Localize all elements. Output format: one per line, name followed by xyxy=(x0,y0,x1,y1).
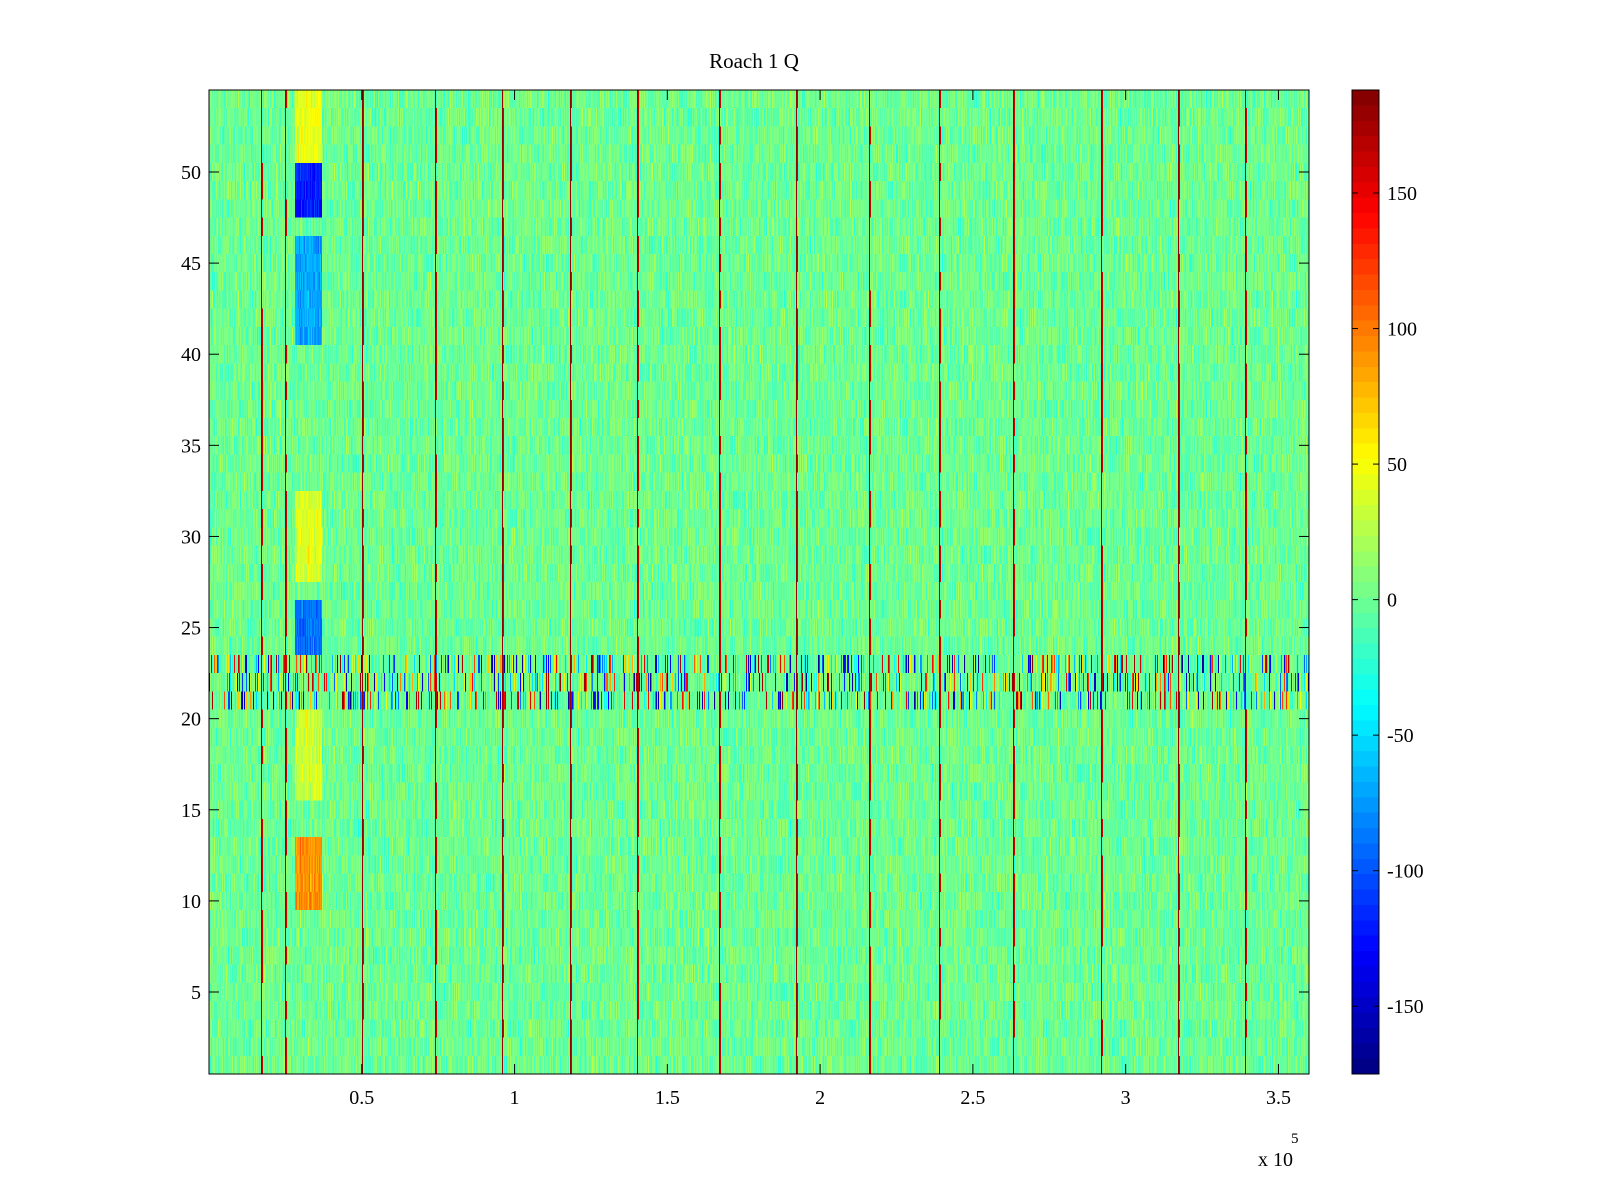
y-tick-label: 50 xyxy=(181,162,201,184)
y-tick-label: 40 xyxy=(181,344,201,366)
x-tick-label: 2 xyxy=(815,1087,825,1109)
colorbar-tick-label: 150 xyxy=(1387,183,1417,205)
y-tick-label: 5 xyxy=(191,982,201,1004)
x-exponent-power: 5 xyxy=(1291,1131,1299,1147)
x-tick-label: 0.5 xyxy=(349,1087,374,1109)
chart-title: Roach 1 Q xyxy=(709,49,799,73)
y-tick-label: 25 xyxy=(181,618,201,640)
colorbar: 150 100 50 0 -50 -100 -150 xyxy=(1351,89,1424,1075)
colorbar-tick-label: 100 xyxy=(1387,319,1417,341)
y-axis: 5 10 15 20 25 30 35 40 45 50 xyxy=(181,162,1309,1004)
colorbar-tick-label: 50 xyxy=(1387,454,1407,476)
colorbar-gradient xyxy=(1352,90,1379,1074)
x-tick-label: 3 xyxy=(1121,1087,1131,1109)
colorbar-tick-label: -100 xyxy=(1387,861,1424,883)
x-tick-label: 1.5 xyxy=(655,1087,680,1109)
y-tick-label: 45 xyxy=(181,253,201,275)
x-tick-label: 2.5 xyxy=(960,1087,985,1109)
colorbar-tick-label: -50 xyxy=(1387,725,1414,747)
x-exponent-base: x 10 xyxy=(1258,1149,1293,1171)
y-tick-label: 30 xyxy=(181,526,201,548)
plot-area: 0.5 1 1.5 2 2.5 3 3.5 5 10 15 20 25 30 35 40 45 50 xyxy=(181,89,1310,1109)
y-tick-label: 15 xyxy=(181,800,201,822)
y-tick-label: 20 xyxy=(181,709,201,731)
colorbar-ticks: 150 100 50 0 -50 -100 -150 xyxy=(1352,183,1424,1018)
x-axis: 0.5 1 1.5 2 2.5 3 3.5 xyxy=(349,90,1291,1109)
colorbar-tick-label: -150 xyxy=(1387,996,1424,1018)
x-tick-label: 3.5 xyxy=(1266,1087,1291,1109)
x-tick-label: 1 xyxy=(510,1087,520,1109)
y-tick-label: 10 xyxy=(181,891,201,913)
plot-frame xyxy=(208,89,1310,1075)
x-exponent: x 10 5 xyxy=(1258,1131,1299,1171)
colorbar-frame xyxy=(1351,89,1380,1075)
heatmap-cells xyxy=(209,90,1309,1074)
y-tick-label: 35 xyxy=(181,435,201,457)
colorbar-tick-label: 0 xyxy=(1387,590,1397,612)
